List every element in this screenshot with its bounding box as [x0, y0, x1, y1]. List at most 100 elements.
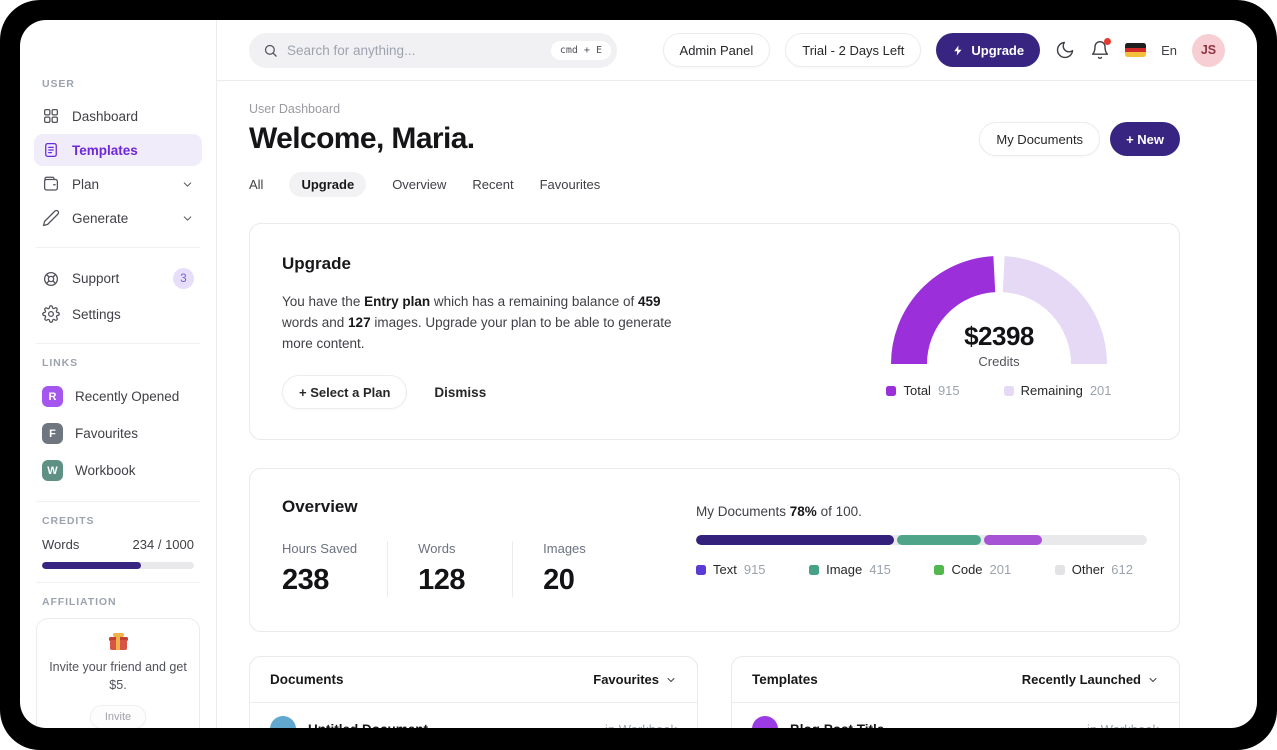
tab-recent[interactable]: Recent [472, 177, 514, 192]
keyboard-shortcut-badge: cmd + E [550, 40, 611, 60]
upgrade-card-body: You have the Entry plan which has a rema… [282, 294, 672, 352]
document-name: Untitled Document [308, 722, 428, 728]
credits-name: Words [42, 537, 80, 552]
sidebar-divider [36, 343, 200, 344]
template-location: in Workbook [1087, 722, 1159, 728]
gift-icon [108, 633, 128, 650]
search-input[interactable] [287, 42, 542, 58]
sidebar-section-credits: CREDITS [42, 515, 95, 527]
templates-card-title: Templates [752, 672, 818, 688]
trial-status-button[interactable]: Trial - 2 Days Left [785, 33, 922, 67]
credits-gauge-chart: $2398 Credits Total 915 Remaining [879, 254, 1119, 409]
my-documents-button[interactable]: My Documents [979, 122, 1101, 156]
admin-panel-button[interactable]: Admin Panel [662, 33, 771, 67]
template-avatar [752, 716, 778, 728]
sidebar-item-templates[interactable]: Templates [34, 134, 202, 166]
credits-progress-fill [42, 562, 141, 569]
upgrade-button[interactable]: Upgrade [936, 33, 1041, 67]
gauge-center-label: Credits [978, 354, 1020, 369]
templates-filter-dropdown[interactable]: Recently Launched [1022, 672, 1159, 687]
sidebar-divider [36, 582, 200, 583]
sidebar-item-settings[interactable]: Settings [34, 298, 202, 330]
select-plan-button[interactable]: + Select a Plan [282, 375, 408, 410]
stat-words: Words 128 [418, 541, 514, 598]
plan-wallet-icon [43, 176, 59, 191]
upgrade-card-title: Upgrade [282, 254, 351, 273]
stat-value: 238 [282, 564, 329, 597]
tab-upgrade[interactable]: Upgrade [289, 172, 367, 197]
document-list-item[interactable]: Untitled Document in Workbook [250, 703, 697, 728]
legend-swatch [696, 564, 706, 575]
legend-value: 415 [869, 562, 891, 578]
sidebar-link-workbook[interactable]: W Workbook [34, 453, 202, 488]
legend-label: Other [1071, 562, 1105, 578]
sidebar-item-plan[interactable]: Plan [34, 168, 202, 200]
stat-label: Hours Saved [282, 541, 358, 557]
stat-label: Words [418, 541, 456, 557]
user-avatar[interactable]: JS [1192, 33, 1225, 67]
gauge-center-value: $2398 [964, 321, 1034, 351]
generate-pencil-icon [42, 209, 60, 227]
legend-value: 915 [743, 562, 766, 578]
moon-icon [1056, 41, 1074, 59]
sidebar-item-label: Favourites [75, 426, 139, 441]
legend-swatch [886, 385, 897, 396]
gauge-segment-total [891, 256, 996, 365]
stat-value: 128 [418, 564, 466, 597]
sidebar-item-label: Generate [72, 210, 129, 226]
legend-item-other: Other 612 [1054, 562, 1133, 578]
legend-value: 201 [1089, 383, 1112, 398]
legend-item-image: Image 415 [809, 562, 891, 577]
sidebar-link-recently-opened[interactable]: R Recently Opened [34, 379, 202, 414]
sidebar-item-label: Plan [72, 176, 100, 192]
progress-bar-legend: Text 915 Image 415 Code 201 [696, 562, 1147, 577]
sidebar-divider [36, 247, 200, 248]
tab-all[interactable]: All [249, 177, 264, 192]
german-flag-icon[interactable] [1125, 43, 1147, 57]
documents-card-title: Documents [270, 672, 344, 688]
sidebar-item-support[interactable]: Support 3 [34, 261, 202, 296]
sidebar-item-label: Recently Opened [75, 389, 180, 404]
link-initial-badge: F [42, 423, 63, 444]
invite-button[interactable]: Invite [89, 705, 147, 728]
credits-value: 234 / 1000 [132, 537, 194, 552]
documents-progress-caption: My Documents 78% of 100. [696, 504, 862, 520]
search-bar[interactable]: cmd + E [249, 32, 617, 68]
documents-filter-label: Favourites [593, 672, 659, 688]
bell-icon [1091, 41, 1109, 59]
templates-filter-label: Recently Launched [1021, 672, 1141, 688]
page-title: Welcome, Maria. [249, 122, 475, 155]
breadcrumb: User Dashboard [249, 102, 341, 116]
documents-filter-dropdown[interactable]: Favourites [593, 672, 677, 687]
sidebar-item-label: Workbook [75, 463, 136, 478]
legend-value: 915 [937, 383, 960, 398]
bar-segment-text [696, 535, 895, 546]
sidebar-item-generate[interactable]: Generate [34, 202, 202, 234]
new-button[interactable]: + New [1110, 122, 1180, 156]
dark-mode-toggle[interactable] [1055, 40, 1075, 60]
legend-item-code: Code 201 [934, 562, 1011, 577]
language-selector[interactable]: En [1161, 42, 1177, 58]
legend-value: 612 [1111, 562, 1133, 578]
document-avatar [270, 716, 296, 728]
legend-value: 201 [989, 562, 1012, 578]
sidebar-link-favourites[interactable]: F Favourites [34, 416, 202, 451]
sidebar-divider [36, 501, 200, 502]
tab-favourites[interactable]: Favourites [539, 177, 601, 192]
sidebar-section-affiliation: AFFILIATION [42, 596, 117, 608]
documents-progress-chart: My Documents 78% of 100. Text 915 [696, 497, 1147, 597]
notifications-button[interactable] [1090, 38, 1112, 60]
sidebar-section-links: LINKS [42, 357, 78, 369]
dashboard-grid-icon [43, 108, 59, 124]
credits-progress-bar [42, 562, 194, 569]
page-content: User Dashboard Welcome, Maria. My Docume… [217, 81, 1257, 728]
tab-overview[interactable]: Overview [392, 177, 447, 192]
overview-card: Overview Hours Saved 238 Words 128 Image… [249, 468, 1180, 633]
sidebar-item-dashboard[interactable]: Dashboard [34, 100, 202, 132]
dismiss-button[interactable]: Dismiss [434, 384, 487, 400]
legend-label: Image [826, 562, 863, 578]
sidebar-section-user: USER [42, 78, 75, 90]
template-list-item[interactable]: Blog Post Title in Workbook [732, 703, 1179, 728]
sidebar-item-label: Dashboard [72, 108, 139, 124]
topbar: cmd + E Admin Panel Trial - 2 Days Left … [217, 20, 1257, 81]
